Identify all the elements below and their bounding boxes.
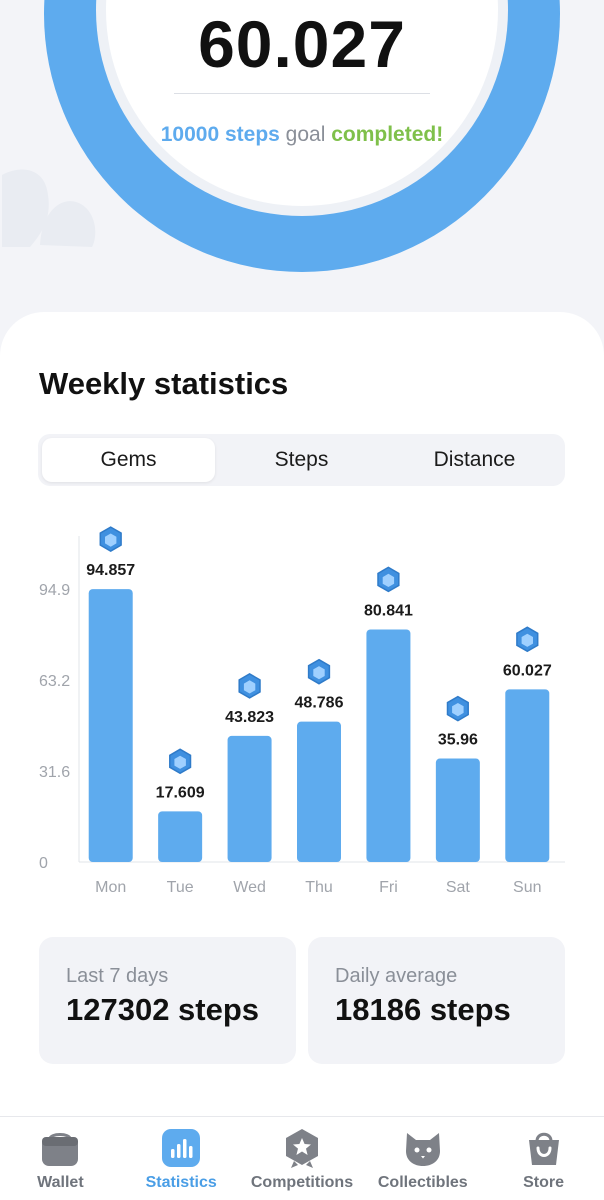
statistics-icon — [162, 1129, 201, 1167]
x-tick-label: Tue — [167, 879, 194, 896]
bar — [297, 721, 341, 862]
gem-highlight — [313, 666, 325, 680]
weekly-gems-chart: 0 31.6 63.2 94.9 94.857 Mon 17.609 Tue 43.823 Wed… — [39, 526, 565, 896]
daily-average-card: Daily average 18186 steps — [308, 937, 565, 1064]
tab-distance[interactable]: Distance — [433, 448, 516, 471]
competitions-icon — [285, 1129, 318, 1168]
gem-highlight — [452, 703, 464, 717]
bottom-nav: Wallet Statistics Competitions — [0, 1116, 604, 1200]
tab-gems[interactable]: Gems — [42, 438, 215, 482]
nav-statistics[interactable]: Statistics — [121, 1117, 242, 1200]
nav-store-label: Store — [523, 1174, 565, 1191]
mascot-decoration-icon — [2, 169, 96, 247]
goal-status-line: 10000 steps goal completed! — [0, 123, 604, 147]
bar — [88, 589, 133, 862]
nav-collectibles[interactable]: Collectibles — [362, 1117, 483, 1200]
y-tick-label: 31.6 — [39, 764, 70, 781]
bar — [158, 811, 203, 862]
daily-average-value: 18186 steps — [335, 992, 511, 1027]
metric-tabs: Gems Steps Distance — [38, 434, 565, 486]
bar — [505, 689, 550, 862]
x-tick-label: Mon — [95, 879, 126, 896]
last-7-days-value: 127302 steps — [66, 992, 260, 1027]
tab-steps[interactable]: Steps — [274, 448, 329, 471]
wallet-icon — [42, 1133, 79, 1166]
y-tick-label: 94.9 — [39, 582, 70, 599]
bar-value-label: 35.96 — [438, 732, 478, 749]
bar-value-label: 60.027 — [503, 662, 552, 679]
nav-collectibles-label: Collectibles — [377, 1174, 468, 1191]
collectibles-icon — [405, 1133, 440, 1166]
gem-highlight — [105, 533, 117, 547]
bar-value-label: 94.857 — [86, 562, 135, 579]
y-tick-label: 63.2 — [39, 673, 70, 690]
x-tick-label: Sun — [513, 879, 541, 896]
store-icon — [528, 1132, 559, 1165]
bar — [435, 758, 480, 862]
gem-highlight — [382, 573, 395, 587]
nav-statistics-label: Statistics — [145, 1174, 217, 1191]
goal-word: goal — [279, 123, 332, 146]
last-7-days-card: Last 7 days 127302 steps — [39, 937, 296, 1064]
bar-value-label: 80.841 — [364, 602, 413, 619]
nav-store[interactable]: Store — [483, 1117, 604, 1200]
nav-wallet-label: Wallet — [37, 1174, 84, 1191]
goal-steps: 10000 steps — [160, 123, 280, 146]
gem-highlight — [521, 633, 533, 647]
x-tick-label: Fri — [379, 879, 398, 896]
x-tick-label: Sat — [446, 879, 471, 896]
nav-wallet[interactable]: Wallet — [0, 1117, 121, 1200]
nav-competitions[interactable]: Competitions — [242, 1117, 363, 1200]
gem-highlight — [174, 755, 186, 769]
bar — [227, 735, 272, 862]
x-tick-label: Wed — [233, 879, 266, 896]
bar-value-label: 48.786 — [295, 695, 344, 712]
ring-divider — [174, 93, 430, 94]
section-title: Weekly statistics — [39, 366, 289, 401]
bar — [366, 629, 411, 862]
bar-value-label: 17.609 — [156, 784, 205, 801]
daily-average-label: Daily average — [335, 965, 458, 987]
today-gem-count: 60.027 — [198, 7, 406, 81]
last-7-days-label: Last 7 days — [66, 965, 169, 987]
nav-competitions-label: Competitions — [250, 1174, 354, 1191]
y-tick-label: 0 — [39, 855, 48, 872]
x-tick-label: Thu — [305, 879, 333, 896]
gem-highlight — [243, 680, 256, 694]
bar-value-label: 43.823 — [225, 709, 274, 726]
goal-completed: completed! — [331, 123, 444, 146]
